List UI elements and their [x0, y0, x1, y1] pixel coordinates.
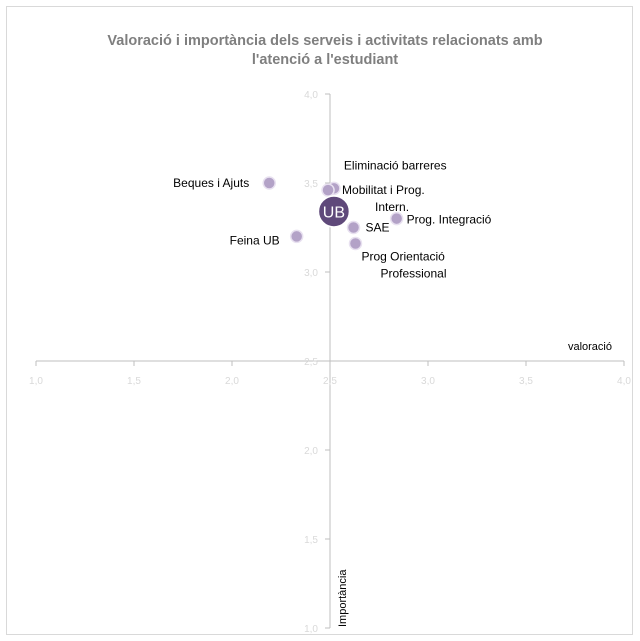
y-tick-label: 2,0	[304, 446, 318, 457]
data-point	[348, 236, 363, 251]
x-tick-label: 1,5	[127, 376, 141, 387]
y-tick-label: 3,0	[304, 268, 318, 279]
y-tick-label: 2,5	[304, 357, 318, 368]
chart-title-line1: Valoració i importància dels serveis i a…	[107, 33, 543, 49]
x-tick-label: 1,0	[29, 376, 43, 387]
data-point	[289, 229, 304, 244]
data-point	[389, 211, 404, 226]
y-tick-label: 3,5	[304, 179, 318, 190]
y-tick-marks: 1,0 1,5 2,0 2,5 3,0 3,5 4,0	[304, 90, 330, 635]
x-tick-label: 2,5	[323, 376, 337, 387]
y-tick-label: 1,5	[304, 535, 318, 546]
x-axis-label: valoració	[568, 341, 612, 353]
data-point	[262, 176, 276, 190]
data-points: Beques i Ajuts Eliminació barreres Mobilit…	[173, 158, 492, 280]
point-label: SAE	[366, 221, 390, 235]
chart-title-line2: l'atenció a l'estudiant	[251, 52, 399, 68]
point-label: Eliminació barreres	[344, 158, 447, 172]
data-point	[346, 220, 361, 235]
x-tick-marks: 1,0 1,5 2,0 2,5 3,0 3,5 4,0	[29, 361, 631, 387]
chart-frame	[6, 6, 633, 635]
point-label: Beques i Ajuts	[173, 176, 249, 190]
x-tick-label: 3,5	[519, 376, 533, 387]
y-axis-label: Importància	[337, 569, 349, 627]
point-label: Prog Orientació Professional	[361, 250, 446, 281]
x-tick-label: 2,0	[225, 376, 239, 387]
x-tick-label: 4,0	[617, 376, 631, 387]
data-point	[321, 183, 335, 197]
point-label: Prog. Integració	[407, 213, 492, 227]
point-label: UB	[323, 204, 345, 221]
x-tick-label: 3,0	[421, 376, 435, 387]
y-tick-label: 1,0	[304, 624, 318, 635]
y-tick-label: 4,0	[304, 90, 318, 101]
point-label: Mobilitat i Prog. Intern.	[342, 183, 425, 214]
point-ub-highlight	[317, 195, 351, 228]
chart-title: Valoració i importància dels serveis i a…	[40, 32, 610, 70]
point-label: Feina UB	[230, 233, 280, 247]
